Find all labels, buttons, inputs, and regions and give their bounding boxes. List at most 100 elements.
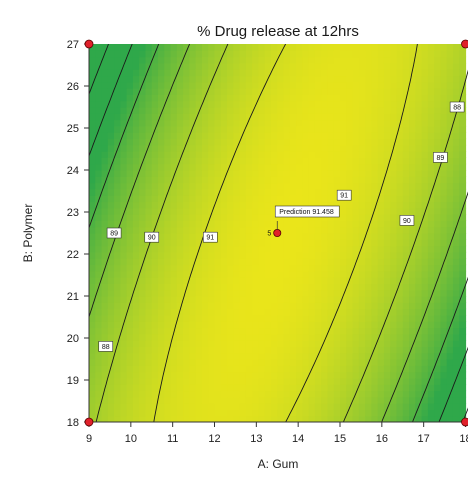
surface-cell bbox=[383, 321, 391, 329]
surface-cell bbox=[365, 346, 372, 354]
surface-cell bbox=[189, 151, 197, 158]
surface-cell bbox=[95, 296, 103, 303]
surface-cell bbox=[314, 94, 322, 102]
surface-cell bbox=[371, 75, 379, 83]
surface-cell bbox=[139, 390, 147, 398]
surface-cell bbox=[126, 302, 134, 310]
surface-cell bbox=[440, 333, 448, 341]
surface-cell bbox=[220, 163, 228, 171]
surface-cell bbox=[308, 144, 316, 152]
surface-cell bbox=[139, 81, 147, 89]
surface-cell bbox=[114, 176, 121, 184]
surface-cell bbox=[189, 340, 197, 347]
surface-cell bbox=[346, 283, 354, 291]
surface-cell bbox=[258, 384, 266, 392]
surface-cell bbox=[289, 302, 297, 310]
surface-cell bbox=[270, 226, 278, 234]
surface-cell bbox=[258, 113, 266, 121]
surface-cell bbox=[314, 62, 322, 70]
surface-cell bbox=[390, 113, 398, 121]
surface-cell bbox=[189, 119, 197, 127]
surface-cell bbox=[427, 314, 435, 322]
surface-cell bbox=[214, 195, 222, 203]
surface-cell bbox=[164, 100, 172, 108]
contour-label: 88 bbox=[449, 101, 465, 113]
surface-cell bbox=[358, 340, 366, 347]
surface-cell bbox=[346, 352, 354, 360]
surface-cell bbox=[371, 62, 379, 70]
surface-cell bbox=[409, 302, 416, 310]
surface-cell bbox=[95, 359, 103, 366]
surface-cell bbox=[270, 352, 278, 360]
surface-cell bbox=[302, 359, 310, 366]
surface-cell bbox=[289, 365, 297, 373]
surface-cell bbox=[340, 314, 347, 322]
surface-cell bbox=[452, 69, 460, 77]
surface-cell bbox=[189, 233, 197, 240]
surface-cell bbox=[340, 359, 347, 366]
surface-cell bbox=[421, 258, 429, 266]
surface-cell bbox=[296, 346, 303, 354]
surface-cell bbox=[340, 409, 347, 417]
surface-cell bbox=[390, 352, 398, 360]
surface-cell bbox=[139, 314, 147, 322]
surface-cell bbox=[346, 239, 354, 247]
surface-cell bbox=[195, 50, 203, 58]
surface-cell bbox=[139, 377, 147, 385]
surface-cell bbox=[114, 245, 121, 253]
surface-cell bbox=[308, 195, 316, 203]
surface-cell bbox=[415, 195, 423, 203]
surface-cell bbox=[164, 245, 172, 253]
surface-cell bbox=[427, 270, 435, 278]
surface-cell bbox=[107, 157, 115, 165]
surface-cell bbox=[107, 188, 115, 196]
surface-cell bbox=[289, 125, 297, 133]
surface-cell bbox=[183, 69, 191, 77]
surface-cell bbox=[289, 289, 297, 297]
surface-cell bbox=[151, 251, 159, 259]
surface-cell bbox=[296, 258, 303, 266]
surface-cell bbox=[277, 138, 285, 146]
surface-cell bbox=[352, 75, 360, 83]
surface-cell bbox=[233, 94, 241, 102]
surface-cell bbox=[296, 384, 303, 392]
surface-cell bbox=[233, 371, 241, 379]
surface-cell bbox=[264, 176, 272, 184]
surface-cell bbox=[170, 157, 178, 165]
surface-cell bbox=[120, 182, 128, 190]
surface-cell bbox=[95, 69, 103, 77]
surface-cell bbox=[220, 214, 228, 221]
surface-cell bbox=[383, 69, 391, 77]
surface-cell bbox=[252, 56, 260, 64]
surface-cell bbox=[427, 113, 435, 121]
surface-cell bbox=[189, 390, 197, 398]
surface-cell bbox=[321, 270, 329, 278]
surface-cell bbox=[321, 308, 329, 316]
surface-cell bbox=[452, 188, 460, 196]
surface-cell bbox=[283, 195, 291, 203]
surface-cell bbox=[396, 113, 404, 121]
surface-cell bbox=[321, 346, 329, 354]
surface-cell bbox=[151, 188, 159, 196]
surface-cell bbox=[358, 403, 366, 410]
surface-cell bbox=[371, 201, 379, 209]
contour-label: 91 bbox=[336, 189, 352, 201]
surface-cell bbox=[89, 44, 96, 51]
surface-cell bbox=[409, 119, 416, 127]
surface-cell bbox=[252, 384, 260, 392]
surface-cell bbox=[264, 277, 272, 284]
surface-cell bbox=[264, 283, 272, 291]
surface-cell bbox=[107, 302, 115, 310]
surface-cell bbox=[139, 226, 147, 234]
surface-cell bbox=[107, 384, 115, 392]
surface-cell bbox=[452, 314, 460, 322]
surface-cell bbox=[402, 409, 410, 417]
surface-cell bbox=[208, 371, 216, 379]
surface-cell bbox=[151, 239, 159, 247]
surface-cell bbox=[214, 409, 222, 417]
surface-cell bbox=[189, 176, 197, 184]
surface-cell bbox=[158, 403, 165, 410]
surface-cell bbox=[340, 157, 347, 165]
surface-cell bbox=[145, 314, 153, 322]
surface-cell bbox=[132, 132, 140, 140]
